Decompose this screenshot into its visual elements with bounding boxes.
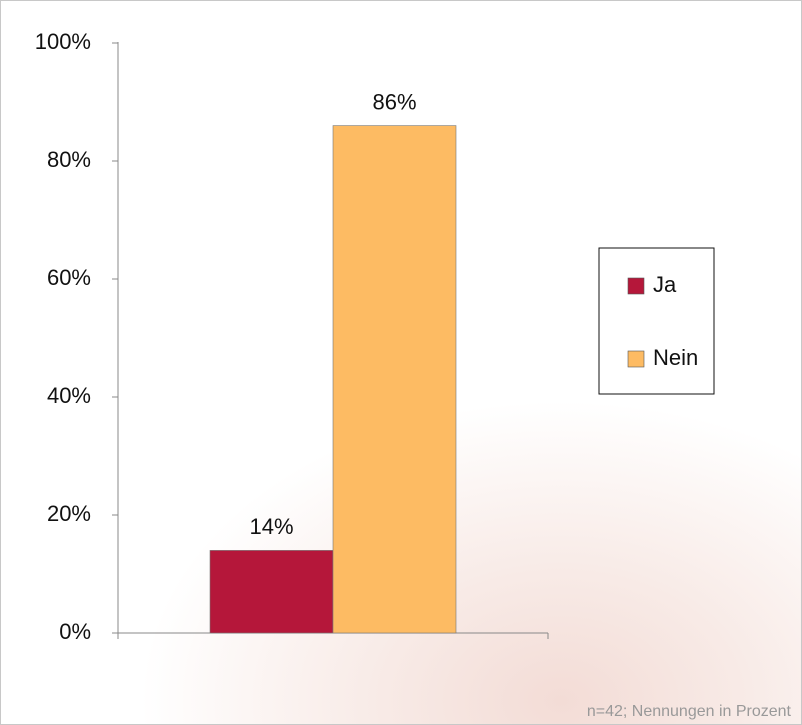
y-tick-label: 40% <box>47 383 91 408</box>
value-label: 14% <box>249 514 293 539</box>
legend-swatch <box>628 278 644 294</box>
page: n=42; Nennungen in Prozent 0% 20% 40% 60% 80… <box>0 0 802 725</box>
legend-box <box>599 248 714 394</box>
bar <box>333 126 456 633</box>
y-tick-label: 60% <box>47 265 91 290</box>
footnote: n=42; Nennungen in Prozent <box>587 703 792 720</box>
value-label: 86% <box>372 89 416 114</box>
legend-label: Ja <box>653 272 677 297</box>
bar <box>210 550 333 633</box>
legend-swatch <box>628 351 644 367</box>
legend-label: Nein <box>653 345 698 370</box>
y-tick-label: 100% <box>35 29 91 54</box>
y-tick-label: 20% <box>47 501 91 526</box>
y-tick-label: 80% <box>47 147 91 172</box>
chart: n=42; Nennungen in Prozent 0% 20% 40% 60% 80… <box>1 1 801 724</box>
y-tick-label: 0% <box>59 619 91 644</box>
